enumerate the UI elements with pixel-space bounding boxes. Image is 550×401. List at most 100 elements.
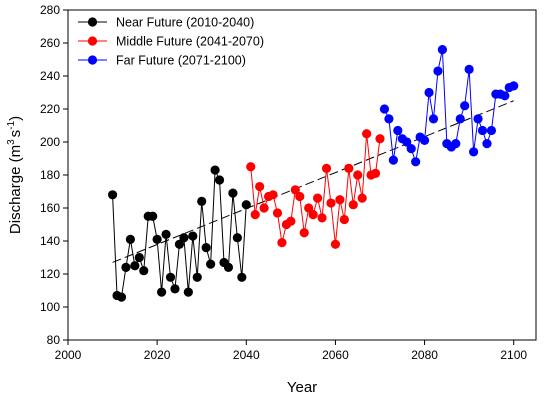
x-tick-label: 2040 xyxy=(233,348,260,362)
data-point xyxy=(304,203,314,213)
data-point xyxy=(509,81,519,91)
series-3 xyxy=(379,45,519,167)
y-tick-label: 240 xyxy=(40,69,60,83)
data-point xyxy=(237,272,247,282)
data-point xyxy=(384,114,394,124)
data-point xyxy=(362,129,372,139)
data-point xyxy=(116,292,127,302)
data-point xyxy=(482,139,492,149)
data-point xyxy=(255,181,265,192)
data-point xyxy=(272,208,283,218)
data-point xyxy=(268,190,278,200)
data-point xyxy=(107,190,118,200)
series-group xyxy=(107,45,519,302)
axis-ticks: 80 100 120 140 160 180 200 220 240 260 280 2000 2020… xyxy=(40,3,527,362)
y-tick-label: 220 xyxy=(40,102,60,116)
data-point xyxy=(197,196,207,206)
data-point xyxy=(299,228,309,238)
data-point xyxy=(192,272,202,282)
data-point xyxy=(214,175,225,185)
x-tick-label: 2020 xyxy=(144,348,171,362)
legend-marker xyxy=(87,17,98,27)
data-point xyxy=(411,157,421,167)
data-point xyxy=(157,287,167,297)
data-point xyxy=(152,234,162,244)
data-point xyxy=(406,144,416,154)
data-point xyxy=(179,233,189,243)
data-point xyxy=(232,233,242,243)
data-point xyxy=(170,284,180,294)
trendline-group xyxy=(112,100,514,263)
x-tick-label: 2000 xyxy=(55,348,82,362)
data-point xyxy=(424,87,434,98)
data-point xyxy=(321,163,332,173)
data-point xyxy=(473,114,483,124)
data-point xyxy=(228,188,238,198)
legend-label: Near Future (2010-2040) xyxy=(116,16,254,30)
data-point xyxy=(161,229,171,239)
y-tick-label: 260 xyxy=(40,36,60,50)
data-point xyxy=(469,147,479,157)
data-point xyxy=(433,66,443,76)
series-line xyxy=(250,133,381,245)
data-point xyxy=(139,266,149,276)
data-point xyxy=(134,252,144,263)
data-point xyxy=(379,104,390,114)
data-point xyxy=(201,243,211,253)
data-point xyxy=(357,193,367,203)
data-point xyxy=(326,198,336,208)
data-point xyxy=(308,210,318,220)
data-point xyxy=(317,213,327,223)
legend-label: Middle Future (2041-2070) xyxy=(116,35,264,49)
data-point xyxy=(486,125,497,136)
data-point xyxy=(464,64,474,74)
data-point xyxy=(402,137,412,147)
data-point xyxy=(223,262,234,272)
data-point xyxy=(455,114,465,124)
x-tick-label: 2060 xyxy=(322,348,349,362)
y-tick-label: 200 xyxy=(40,135,60,149)
data-point xyxy=(477,125,488,136)
legend: Near Future (2010-2040) Middle Future (20… xyxy=(78,16,264,68)
data-point xyxy=(286,216,296,226)
data-point xyxy=(460,101,470,111)
data-point xyxy=(250,210,260,220)
x-tick-label: 2080 xyxy=(411,348,438,362)
data-point xyxy=(188,231,198,241)
legend-label: Far Future (2071-2100) xyxy=(116,54,246,68)
data-point xyxy=(393,125,403,136)
data-point xyxy=(125,234,135,244)
data-point xyxy=(419,135,430,145)
y-tick-label: 80 xyxy=(47,333,61,347)
data-point xyxy=(165,272,176,282)
data-point xyxy=(174,239,185,249)
data-point xyxy=(500,91,510,101)
y-tick-label: 120 xyxy=(40,267,60,281)
y-tick-label: 280 xyxy=(40,3,60,17)
trendline xyxy=(112,100,514,263)
y-tick-label: 100 xyxy=(40,300,60,314)
series-1 xyxy=(107,165,251,302)
data-point xyxy=(148,211,158,221)
legend-marker xyxy=(87,55,98,65)
y-tick-label: 140 xyxy=(40,234,60,248)
data-point xyxy=(335,195,345,205)
x-tick-label: 2100 xyxy=(500,348,527,362)
data-point xyxy=(259,203,269,213)
series-2 xyxy=(246,129,385,249)
data-point xyxy=(121,262,131,272)
data-point xyxy=(348,200,358,210)
data-point xyxy=(344,163,354,173)
data-point xyxy=(375,134,385,144)
y-tick-label: 180 xyxy=(40,168,60,182)
data-point xyxy=(370,168,381,178)
data-point xyxy=(241,200,251,210)
data-point xyxy=(339,214,349,225)
legend-marker xyxy=(87,36,98,46)
series-line xyxy=(112,169,247,298)
data-point xyxy=(353,170,363,180)
data-point xyxy=(451,139,461,149)
data-point xyxy=(295,191,305,202)
